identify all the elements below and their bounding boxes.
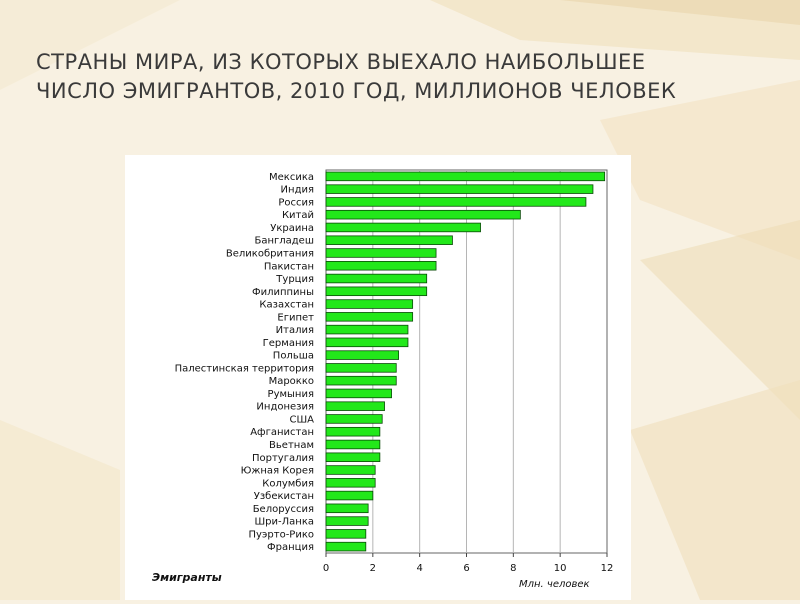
category-label: Украина <box>270 223 314 234</box>
bar <box>325 248 437 258</box>
bar <box>325 324 409 335</box>
x-tick-label: 2 <box>370 563 376 574</box>
category-label: Польша <box>273 351 314 362</box>
bar <box>325 337 409 348</box>
category-label: Россия <box>278 197 314 208</box>
category-label: Шри-Ланка <box>254 517 314 528</box>
bar <box>325 363 397 373</box>
category-label: Франция <box>267 542 314 553</box>
category-label: Палестинская территория <box>175 363 314 374</box>
x-tick-label: 0 <box>323 563 329 574</box>
bar <box>325 209 521 220</box>
category-label: США <box>289 414 314 425</box>
category-label: Индонезия <box>256 402 314 413</box>
category-label: Пакистан <box>264 261 314 272</box>
legend-label: Эмигранты <box>152 571 222 584</box>
category-label: Южная Корея <box>241 466 314 477</box>
bar <box>325 299 414 309</box>
bar <box>325 235 453 245</box>
bar <box>325 184 594 194</box>
category-label: Белоруссия <box>253 504 314 515</box>
category-label: Пуэрто-Рико <box>248 529 314 540</box>
category-label: Марокко <box>269 376 314 387</box>
bar <box>325 503 369 514</box>
category-label: Казахстан <box>259 300 314 311</box>
category-label: Бангладеш <box>254 236 314 247</box>
category-label: Румыния <box>268 389 314 400</box>
bar <box>325 490 374 501</box>
bar <box>325 171 606 182</box>
category-label: Филиппины <box>252 287 314 298</box>
title-line-2: ЧИСЛО ЭМИГРАНТОВ, 2010 ГОД, МИЛЛИОНОВ ЧЕ… <box>36 79 677 103</box>
bar <box>325 426 381 437</box>
category-label: Португалия <box>252 453 314 464</box>
bar <box>325 261 437 271</box>
category-label: Великобритания <box>226 248 314 259</box>
category-label: Мексика <box>269 172 314 183</box>
x-tick-label: 4 <box>416 563 422 574</box>
bar <box>325 529 367 539</box>
category-label: Афганистан <box>250 427 314 438</box>
category-label: Китай <box>282 210 314 221</box>
bar <box>325 401 385 411</box>
x-tick-label: 6 <box>463 563 469 574</box>
bar <box>325 388 392 399</box>
bar <box>325 286 428 297</box>
category-label: Египет <box>277 312 314 323</box>
bar <box>325 414 383 424</box>
category-label: Германия <box>263 338 314 349</box>
bar <box>325 465 376 475</box>
bar <box>325 312 414 322</box>
bar <box>325 516 369 526</box>
bar <box>325 273 428 284</box>
bar <box>325 375 397 386</box>
bar <box>325 350 399 360</box>
x-axis-label: Млн. человек <box>519 579 590 590</box>
category-label: Италия <box>276 325 314 336</box>
bar <box>325 541 367 552</box>
category-label: Вьетнам <box>269 440 314 451</box>
title-line-1: СТРАНЫ МИРА, ИЗ КОТОРЫХ ВЫЕХАЛО НАИБОЛЬШ… <box>36 50 646 74</box>
category-label: Колумбия <box>262 478 314 489</box>
x-tick-label: 8 <box>510 563 516 574</box>
x-tick-label: 12 <box>601 563 614 574</box>
bar <box>325 439 381 450</box>
bar <box>325 197 587 207</box>
category-label: Узбекистан <box>254 491 314 502</box>
slide-title: СТРАНЫ МИРА, ИЗ КОТОРЫХ ВЫЕХАЛО НАИБОЛЬШ… <box>36 48 776 106</box>
chart-panel: 0 2 4 6 8 10 12 Мексика Индия Россия Китай Украина Б… <box>125 155 631 600</box>
bar <box>325 452 381 462</box>
bar <box>325 222 481 233</box>
category-label: Турция <box>275 274 314 285</box>
bar <box>325 478 376 488</box>
x-tick-label: 10 <box>554 563 567 574</box>
category-label: Индия <box>281 185 314 196</box>
